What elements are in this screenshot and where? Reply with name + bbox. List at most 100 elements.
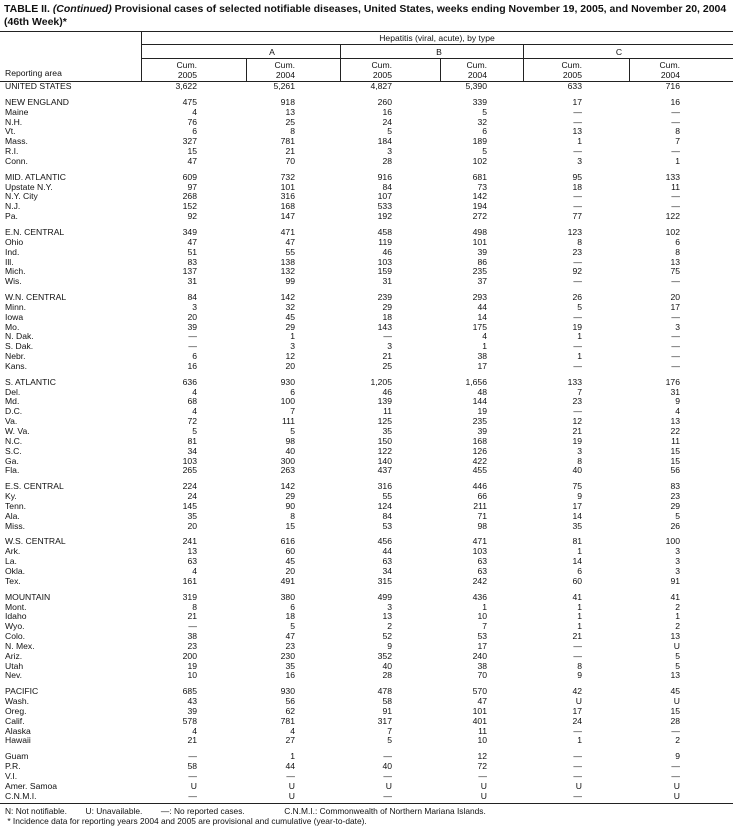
value-cell: — — [671, 191, 680, 202]
value-cell: 499 — [377, 591, 392, 602]
value-cell: 63 — [477, 565, 487, 576]
reporting-area-cell: Wis. — [5, 276, 22, 287]
value-cell: 6 — [675, 236, 680, 247]
header-divider — [246, 58, 247, 81]
value-cell: 28 — [382, 155, 392, 166]
table-row: D.C. 4 7 11 19 — 4 — [0, 406, 733, 417]
value-cell: 930 — [280, 376, 295, 387]
value-cell: 1 — [577, 601, 582, 612]
value-cell: 159 — [377, 266, 392, 277]
value-cell: — — [573, 116, 582, 127]
value-cell: 44 — [382, 546, 392, 557]
table-row: Del. 4 6 46 48 7 31 — [0, 386, 733, 398]
reporting-area-cell: W. Va. — [5, 426, 30, 436]
value-cell: 125 — [377, 416, 392, 427]
value-cell: 91 — [670, 575, 680, 586]
reporting-area-cell: Alaska — [5, 725, 31, 736]
value-cell: 437 — [377, 465, 392, 476]
table-row: Ark. 13 60 44 103 1 3 — [0, 546, 733, 557]
value-cell: U — [190, 780, 197, 791]
value-cell: 3 — [675, 546, 680, 557]
value-cell: 126 — [472, 445, 487, 456]
value-cell: 81 — [187, 435, 197, 446]
value-cell: 21 — [187, 611, 197, 622]
value-cell: 34 — [382, 565, 392, 576]
value-cell: 24 — [382, 116, 392, 127]
value-cell: 4 — [192, 106, 197, 117]
value-cell: 1 — [577, 136, 582, 147]
value-cell: 21 — [572, 631, 582, 642]
reporting-area-cell: Ind. — [5, 246, 20, 257]
value-cell: 47 — [187, 155, 197, 166]
value-cell: 20 — [285, 565, 295, 576]
column-cum: Cum. — [371, 60, 392, 70]
table-row: N. Dak. — 1 — 4 1 — — [0, 332, 733, 342]
value-cell: 44 — [285, 761, 295, 772]
value-cell: — — [671, 351, 680, 362]
value-cell: 478 — [377, 686, 392, 697]
footer-rule — [0, 803, 733, 804]
value-cell: 13 — [572, 126, 582, 137]
reporting-area-cell: Kans. — [5, 360, 27, 371]
value-cell: 15 — [285, 520, 295, 531]
value-cell: 111 — [281, 416, 295, 427]
value-cell: 636 — [182, 376, 197, 387]
value-cell: 10 — [477, 735, 487, 746]
value-cell: — — [188, 341, 197, 352]
reporting-area-cell: Mass. — [5, 136, 28, 147]
value-cell: 152 — [182, 201, 197, 212]
table-row: P.R. 58 44 40 72 — — — [0, 761, 733, 772]
reporting-area-cell: D.C. — [5, 406, 23, 417]
value-cell: 8 — [577, 236, 582, 247]
value-cell: 13 — [670, 256, 680, 267]
value-cell: 38 — [477, 351, 487, 362]
table-row: Fla. 265 263 437 455 40 56 — [0, 466, 733, 476]
value-cell: 781 — [280, 136, 295, 147]
table-row: Tenn. 145 90 124 211 17 29 — [0, 501, 733, 512]
header-type-c: C — [615, 47, 623, 57]
value-cell: 263 — [280, 465, 295, 476]
value-cell: 14 — [572, 510, 582, 521]
value-cell: 240 — [472, 650, 487, 661]
value-cell: 1,656 — [465, 376, 487, 387]
value-cell: 475 — [182, 96, 197, 107]
header-divider — [141, 32, 142, 81]
value-cell: 681 — [472, 171, 487, 182]
table-row: Okla. 4 20 34 63 6 3 — [0, 565, 733, 577]
value-cell: 401 — [472, 715, 487, 726]
value-cell: 45 — [670, 686, 680, 697]
value-cell: 5,261 — [273, 81, 295, 91]
reporting-area-cell: Del. — [5, 386, 21, 397]
value-cell: 4 — [192, 565, 197, 576]
value-cell: 13 — [670, 416, 680, 427]
value-cell: 3 — [577, 445, 582, 456]
reporting-area-cell: N.H. — [5, 116, 23, 127]
value-cell: 5 — [577, 301, 582, 312]
value-cell: — — [671, 276, 680, 287]
column-cum: Cum. — [466, 60, 487, 70]
table-row: Iowa 20 45 18 14 — — — [0, 312, 733, 323]
value-cell: 18 — [285, 611, 295, 622]
value-cell: 15 — [670, 455, 680, 466]
column-year: 2005 — [562, 70, 582, 80]
value-cell: 75 — [572, 481, 582, 492]
value-cell: 239 — [377, 292, 392, 303]
value-cell: — — [573, 341, 582, 352]
reporting-area-cell: Wyo. — [5, 621, 25, 632]
value-cell: 1 — [290, 751, 295, 762]
value-cell: 1 — [577, 331, 582, 342]
value-cell: 5 — [387, 126, 392, 137]
value-cell: 4 — [675, 406, 680, 417]
value-cell: 92 — [187, 211, 197, 222]
reporting-area-cell: Maine — [5, 106, 29, 117]
reporting-area-cell: Utah — [5, 660, 24, 671]
value-cell: 16 — [670, 96, 680, 107]
value-cell: 133 — [567, 376, 582, 387]
reporting-area-cell: Okla. — [5, 565, 26, 576]
value-cell: 17 — [477, 360, 487, 371]
value-cell: — — [573, 725, 582, 736]
value-cell: U — [288, 780, 295, 791]
reporting-area-cell: Guam — [5, 751, 29, 762]
value-cell: 8 — [577, 660, 582, 671]
value-cell: — — [573, 761, 582, 772]
